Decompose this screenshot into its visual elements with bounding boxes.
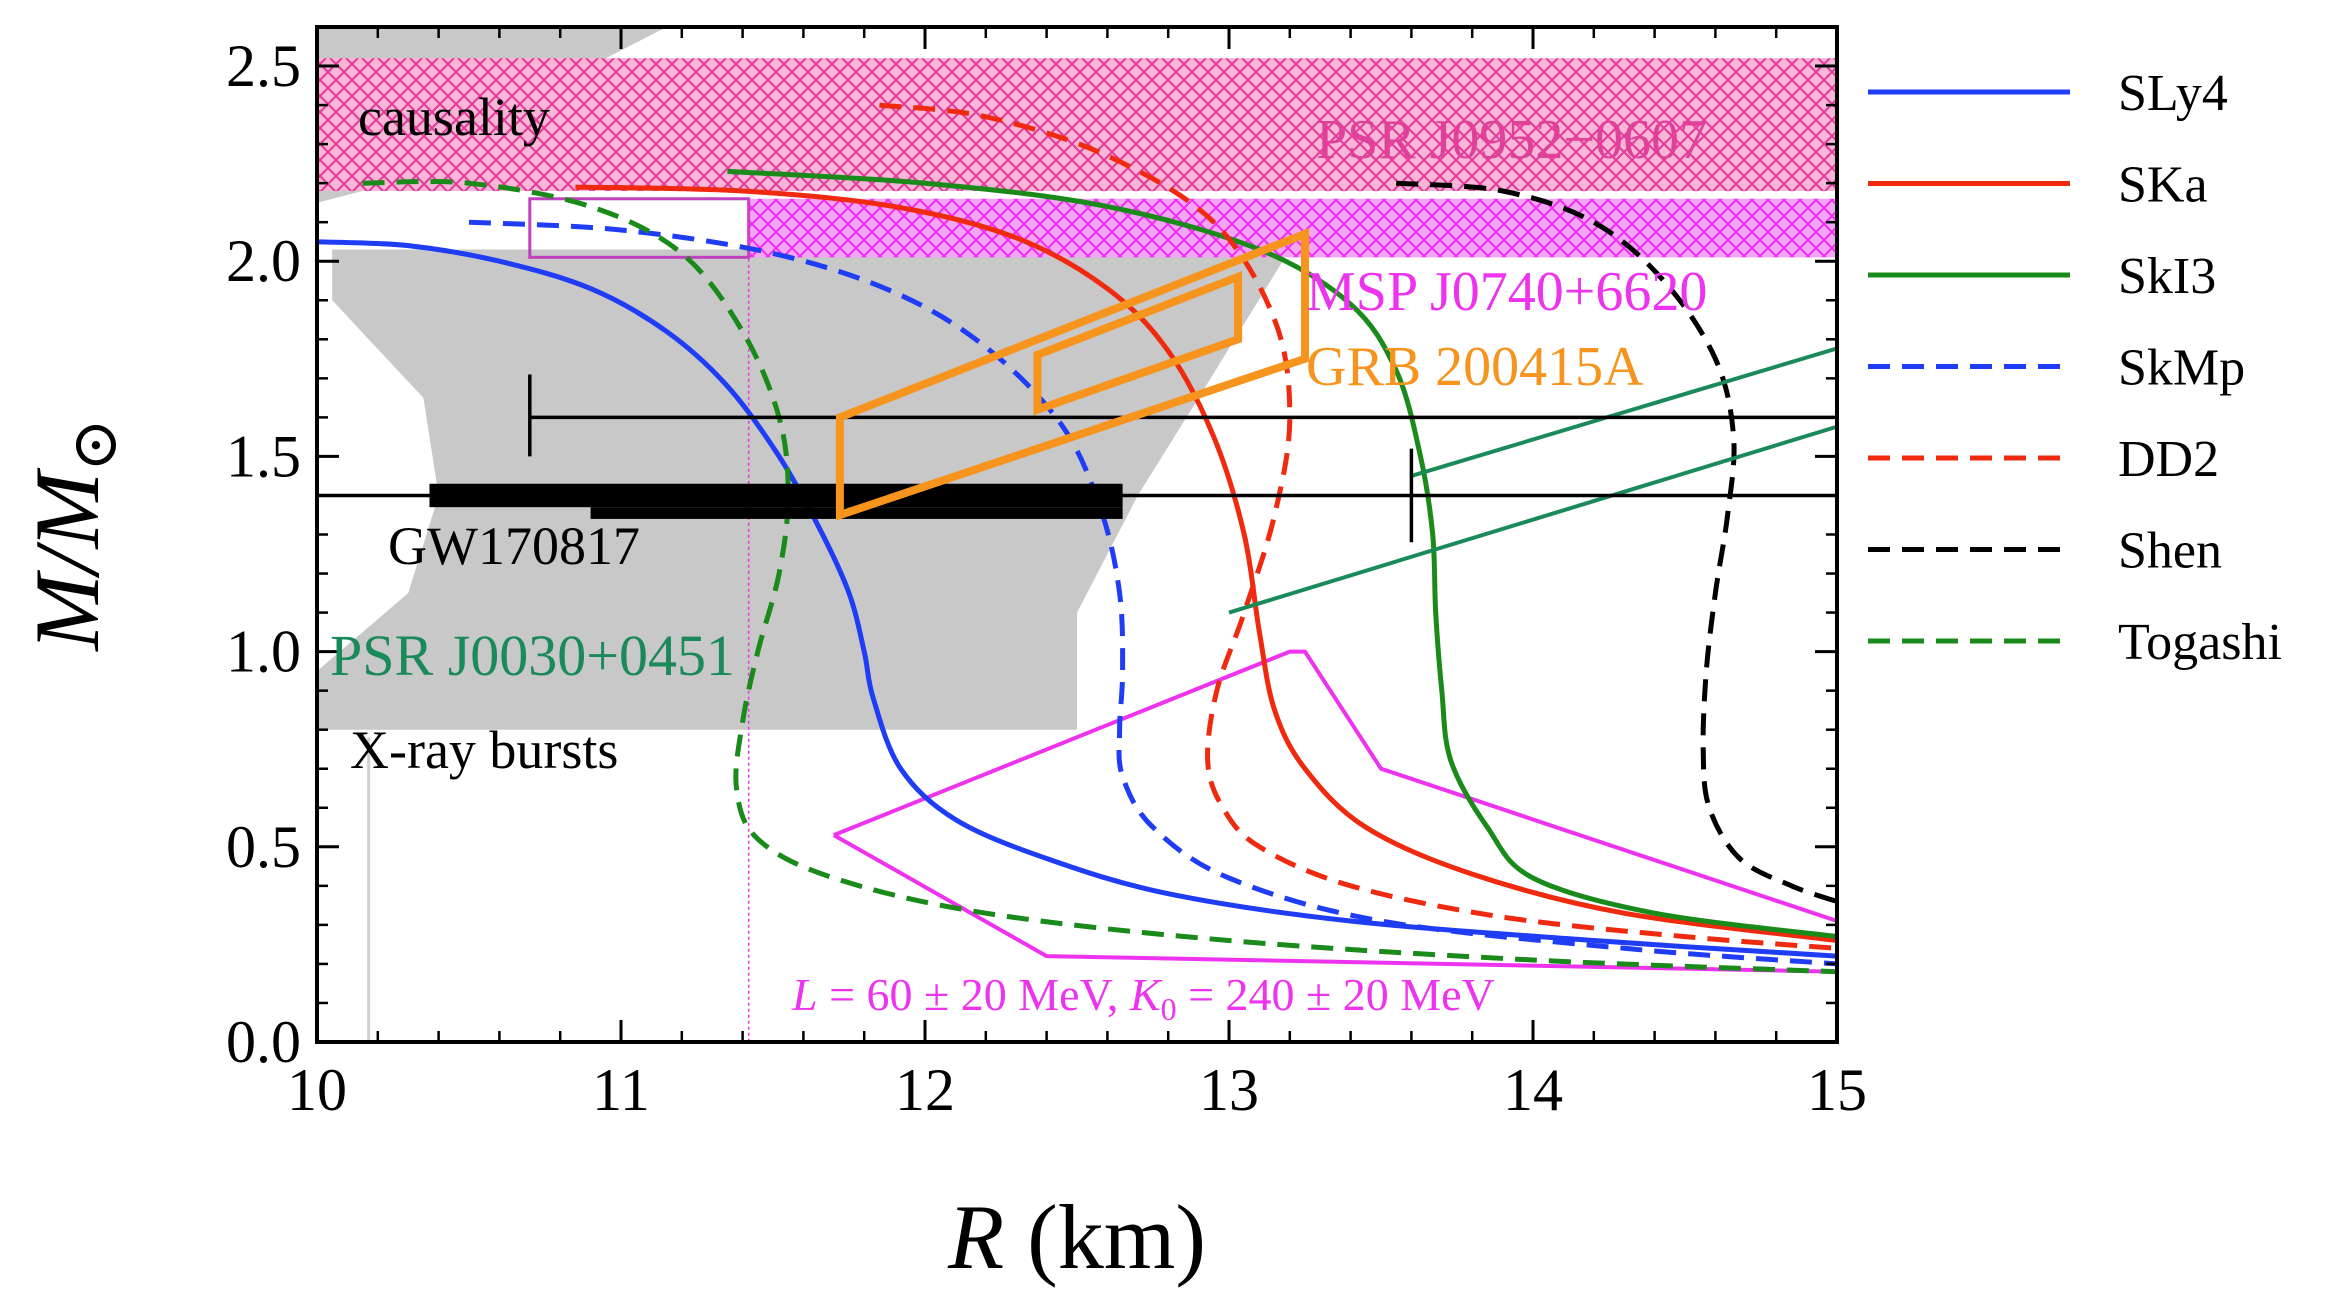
x-axis-label: R (km) xyxy=(947,1186,1206,1288)
x-tick-label: 10 xyxy=(287,1057,347,1123)
y-tick-label: 1.0 xyxy=(226,619,301,685)
label-grb: GRB 200415A xyxy=(1306,336,1644,398)
x-tick-label: 13 xyxy=(1199,1057,1259,1123)
msp-j0740-band xyxy=(748,198,1837,258)
x-tick-label: 11 xyxy=(592,1057,650,1123)
psr-j0030-line-2 xyxy=(1410,346,1837,478)
curve-togashi xyxy=(362,178,1837,975)
legend-label-skmp: SkMp xyxy=(2118,340,2245,397)
y-tick-label: 2.0 xyxy=(226,228,301,294)
legend-label-ski3: SkI3 xyxy=(2118,248,2216,305)
curve-sly4 xyxy=(317,239,1837,959)
curve-dd2 xyxy=(879,102,1837,951)
legend-label-dd2: DD2 xyxy=(2118,431,2219,488)
y-tick-label: 1.5 xyxy=(226,423,301,489)
grb-inner-box xyxy=(1033,270,1243,416)
annotations: causality PSR J0952−0607 MSP J0740+6620 GRB… xyxy=(330,87,1707,1027)
lk-band xyxy=(832,649,1837,974)
psr-j0952-band xyxy=(317,58,1837,191)
legend-label-togashi: Togashi xyxy=(2118,614,2282,671)
y-tick-label: 0.5 xyxy=(226,814,301,880)
plot-area xyxy=(317,27,1837,1042)
x-tick-label: 15 xyxy=(1807,1057,1867,1123)
psr-j0030-line xyxy=(1228,424,1837,615)
x-tick-label: 12 xyxy=(895,1057,955,1123)
y-tick-label: 0.0 xyxy=(226,1009,301,1075)
curve-shen xyxy=(1396,180,1837,904)
label-msp-j0740: MSP J0740+6620 xyxy=(1306,261,1707,323)
y-axis-label: M/M⊙ xyxy=(16,418,130,652)
y-tick-label: 2.5 xyxy=(226,33,301,99)
label-causality: causality xyxy=(358,87,550,147)
msp-j0740-outline xyxy=(528,197,751,259)
x-tick-label: 14 xyxy=(1503,1057,1563,1123)
axes: 10 11 12 13 14 15 0.0 0.5 1.0 1.5 2.0 2.5 R (km) M/M⊙ xyxy=(16,25,1867,1288)
curve-skmp xyxy=(468,219,1837,967)
label-gw170817: GW170817 xyxy=(388,516,640,576)
legend-label-sly4: SLy4 xyxy=(2118,65,2228,122)
legend: SLy4 SKa SkI3 SkMp DD2 Shen Togashi xyxy=(1868,65,2282,671)
label-psr-j0952: PSR J0952−0607 xyxy=(1316,109,1707,171)
legend-label-shen: Shen xyxy=(2118,523,2222,580)
label-lk-band: L = 60 ± 20 MeV, K0 = 240 ± 20 MeV xyxy=(791,969,1495,1027)
legend-label-ska: SKa xyxy=(2118,157,2208,214)
curve-ska xyxy=(575,184,1837,943)
gw-thick-bar xyxy=(429,483,1123,508)
grb-outer-box xyxy=(835,228,1309,521)
label-psr-j0030: PSR J0030+0451 xyxy=(330,623,735,688)
label-xray-bursts: X-ray bursts xyxy=(350,720,618,780)
